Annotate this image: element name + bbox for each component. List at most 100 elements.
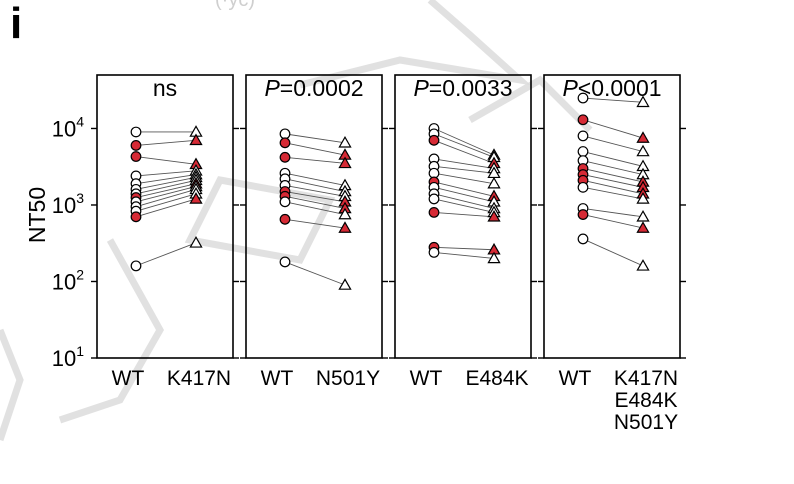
chart-panel: P=0.0002 WT N501Y [240,74,388,390]
chart-panel: ns WT K417N [91,74,239,390]
panel-stat-label: ns [153,75,177,101]
x-tick-label-line: E484K [614,389,677,412]
mutant-point [338,135,352,148]
wt-point [279,256,291,268]
pair-line [433,193,495,209]
x-tick-label-line: N501Y [614,411,678,434]
y-tick-base: 10 [52,269,76,294]
mutant-point [636,259,650,271]
mutant-point [636,131,650,143]
pair-line [284,142,346,156]
pair-line [582,179,644,195]
wt-point [577,233,589,245]
pair-line [135,193,197,212]
pair-line [135,174,197,185]
mutant-point [338,207,352,220]
y-tick-label: 104 [52,113,84,141]
wt-point [577,146,589,157]
x-tick-label-wt: WT [112,367,145,390]
wt-point [279,196,291,208]
wt-point [130,140,142,151]
wt-point [279,137,291,149]
panel-stat-label: P=0.0033 [413,75,512,101]
mutant-point [338,221,352,233]
mutant-point [636,221,650,233]
panel-stat-value: ns [153,75,177,101]
panel-stat-prefix: P [413,75,429,101]
y-tick-exponent: 4 [76,113,84,129]
pair-line [433,165,495,174]
mutant-point [636,144,650,157]
y-tick-exponent: 3 [76,190,84,206]
mutant-point [189,133,203,146]
pair-line [433,133,495,158]
chart-panel: P=0.0033 WT E484K [389,74,537,390]
pair-line [284,178,346,192]
pair-line [582,97,644,103]
wt-point [577,130,589,142]
pair-line [135,198,197,218]
pair-line [433,128,495,156]
y-tick-base: 10 [52,193,76,218]
pair-line [582,174,644,188]
pair-line [284,261,346,286]
pair-line [284,185,346,197]
panel-stat-value: =0.0033 [429,75,513,101]
y-tick-label: 101 [52,343,84,371]
wt-point [279,128,291,140]
mutant-point [636,95,650,108]
header-fragment: (·yc) [215,0,255,11]
pair-line [433,186,495,203]
pair-line [582,208,644,218]
pair-line [582,238,644,267]
panel-letter: i [10,0,22,48]
pair-line [135,242,197,267]
pair-line [433,251,495,259]
x-tick-label-wt: WT [559,367,592,390]
x-tick-label-line: K417N [167,367,231,390]
wt-point [130,151,142,162]
panel-stat-value: <0.0001 [578,75,662,101]
pair-line [284,156,346,164]
pair-line [582,135,644,152]
x-tick-label-wt: WT [261,367,294,390]
pair-line [135,185,197,203]
x-tick-label-wt: WT [410,367,443,390]
mutant-point [636,210,650,222]
mutant-point [636,192,650,204]
pair-line [433,139,495,164]
wt-point [577,114,589,126]
y-tick-base: 10 [52,346,76,371]
pair-line [582,168,644,183]
wt-point [577,181,589,193]
mutant-point [189,192,203,204]
wt-point [577,209,589,220]
pair-line [135,139,197,146]
pair-line [433,198,495,213]
panel-frame [543,74,681,359]
y-tick-label: 102 [52,266,84,294]
x-tick-label-mutant: K417N E484K N501Y [614,367,678,434]
panel-stat-prefix: P [264,75,280,101]
pair-line [135,179,197,195]
panel-frame [245,74,383,359]
pair-line [433,172,495,185]
pair-line [582,186,644,200]
mutant-point [338,278,352,290]
pair-line [135,176,197,190]
chart-panel: P<0.0001 WT K417N E484K N501Y [538,74,686,434]
pair-line [582,151,644,167]
y-tick-exponent: 2 [76,266,84,282]
panel-stat-value: =0.0002 [280,75,364,101]
mutant-point [189,236,203,248]
pair-line [433,158,495,169]
panel-stat-prefix: P [562,75,578,101]
pair-line [433,246,495,251]
y-tick-exponent: 1 [76,343,84,359]
mutant-point [338,156,352,169]
pair-line [582,214,644,229]
pair-line [135,156,197,165]
wt-point [577,92,589,104]
pair-line [284,201,346,215]
